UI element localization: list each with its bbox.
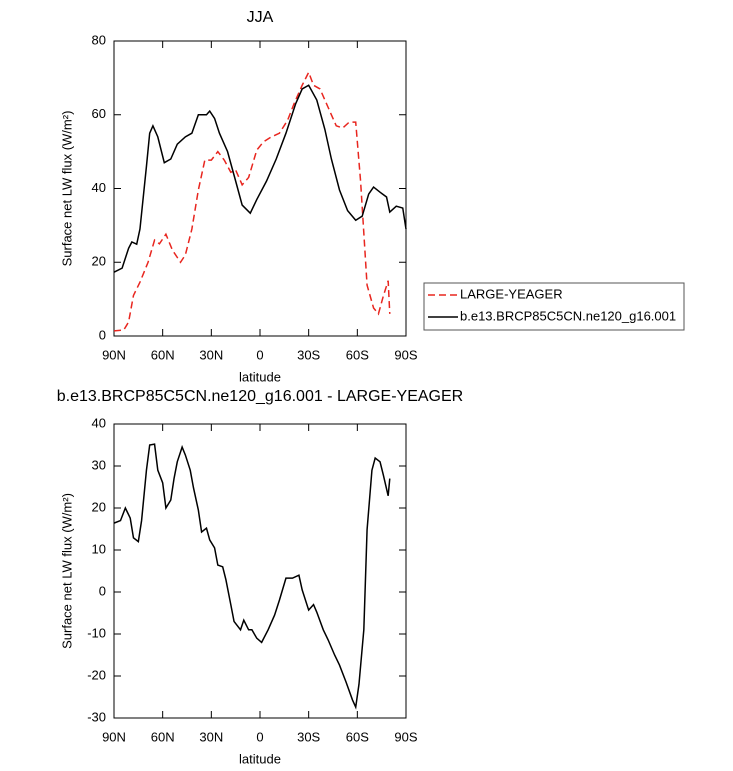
y-tick-label: 10 [92,541,106,556]
x-axis-label: latitude [239,369,281,384]
x-tick-label: 60N [151,729,175,744]
chart-title: b.e13.BRCP85C5CN.ne120_g16.001 - LARGE-Y… [57,388,463,405]
data-line [113,443,391,710]
x-tick-label: 60N [151,347,175,362]
y-tick-label: -20 [87,667,106,682]
y-tick-label: -10 [87,625,106,640]
y-tick-label: 20 [92,254,106,269]
y-tick-label: -30 [87,709,106,724]
chart-title: JJA [247,9,274,26]
data-line [113,70,391,332]
y-tick-label: 0 [99,583,106,598]
y-axis-label: Surface net LW flux (W/m²) [59,111,74,267]
data-line [113,84,407,273]
x-tick-label: 90S [394,729,417,744]
y-tick-label: 60 [92,106,106,121]
x-tick-label: 0 [256,729,263,744]
x-tick-label: 90S [394,347,417,362]
x-tick-label: 90N [102,347,126,362]
y-tick-label: 0 [99,327,106,342]
x-tick-label: 30S [297,347,320,362]
y-tick-label: 40 [92,180,106,195]
x-tick-label: 60S [346,347,369,362]
y-tick-label: 40 [92,415,106,430]
legend-label: b.e13.BRCP85C5CN.ne120_g16.001 [460,308,676,323]
y-axis-label: Surface net LW flux (W/m²) [59,493,74,649]
legend-label: LARGE-YEAGER [460,286,563,301]
y-tick-label: 30 [92,457,106,472]
plot-frame [113,40,407,337]
x-tick-label: 0 [256,347,263,362]
x-tick-label: 30S [297,729,320,744]
x-tick-label: 60S [346,729,369,744]
x-tick-label: 90N [102,729,126,744]
x-tick-label: 30N [199,347,223,362]
x-tick-label: 30N [199,729,223,744]
y-tick-label: 20 [92,499,106,514]
x-axis-label: latitude [239,751,281,766]
y-tick-label: 80 [92,32,106,47]
legend-box [423,282,685,331]
